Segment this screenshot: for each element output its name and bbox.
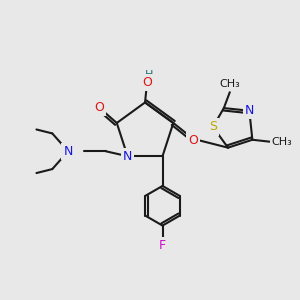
Text: O: O — [188, 134, 198, 147]
Text: N: N — [123, 150, 132, 163]
Text: N: N — [63, 145, 73, 158]
Text: F: F — [159, 239, 166, 252]
Text: O: O — [94, 100, 104, 114]
Text: CH₃: CH₃ — [219, 79, 240, 89]
Text: H: H — [145, 70, 153, 80]
Text: S: S — [209, 120, 217, 134]
Text: O: O — [142, 76, 152, 89]
Text: N: N — [244, 104, 254, 117]
Text: CH₃: CH₃ — [272, 137, 292, 147]
